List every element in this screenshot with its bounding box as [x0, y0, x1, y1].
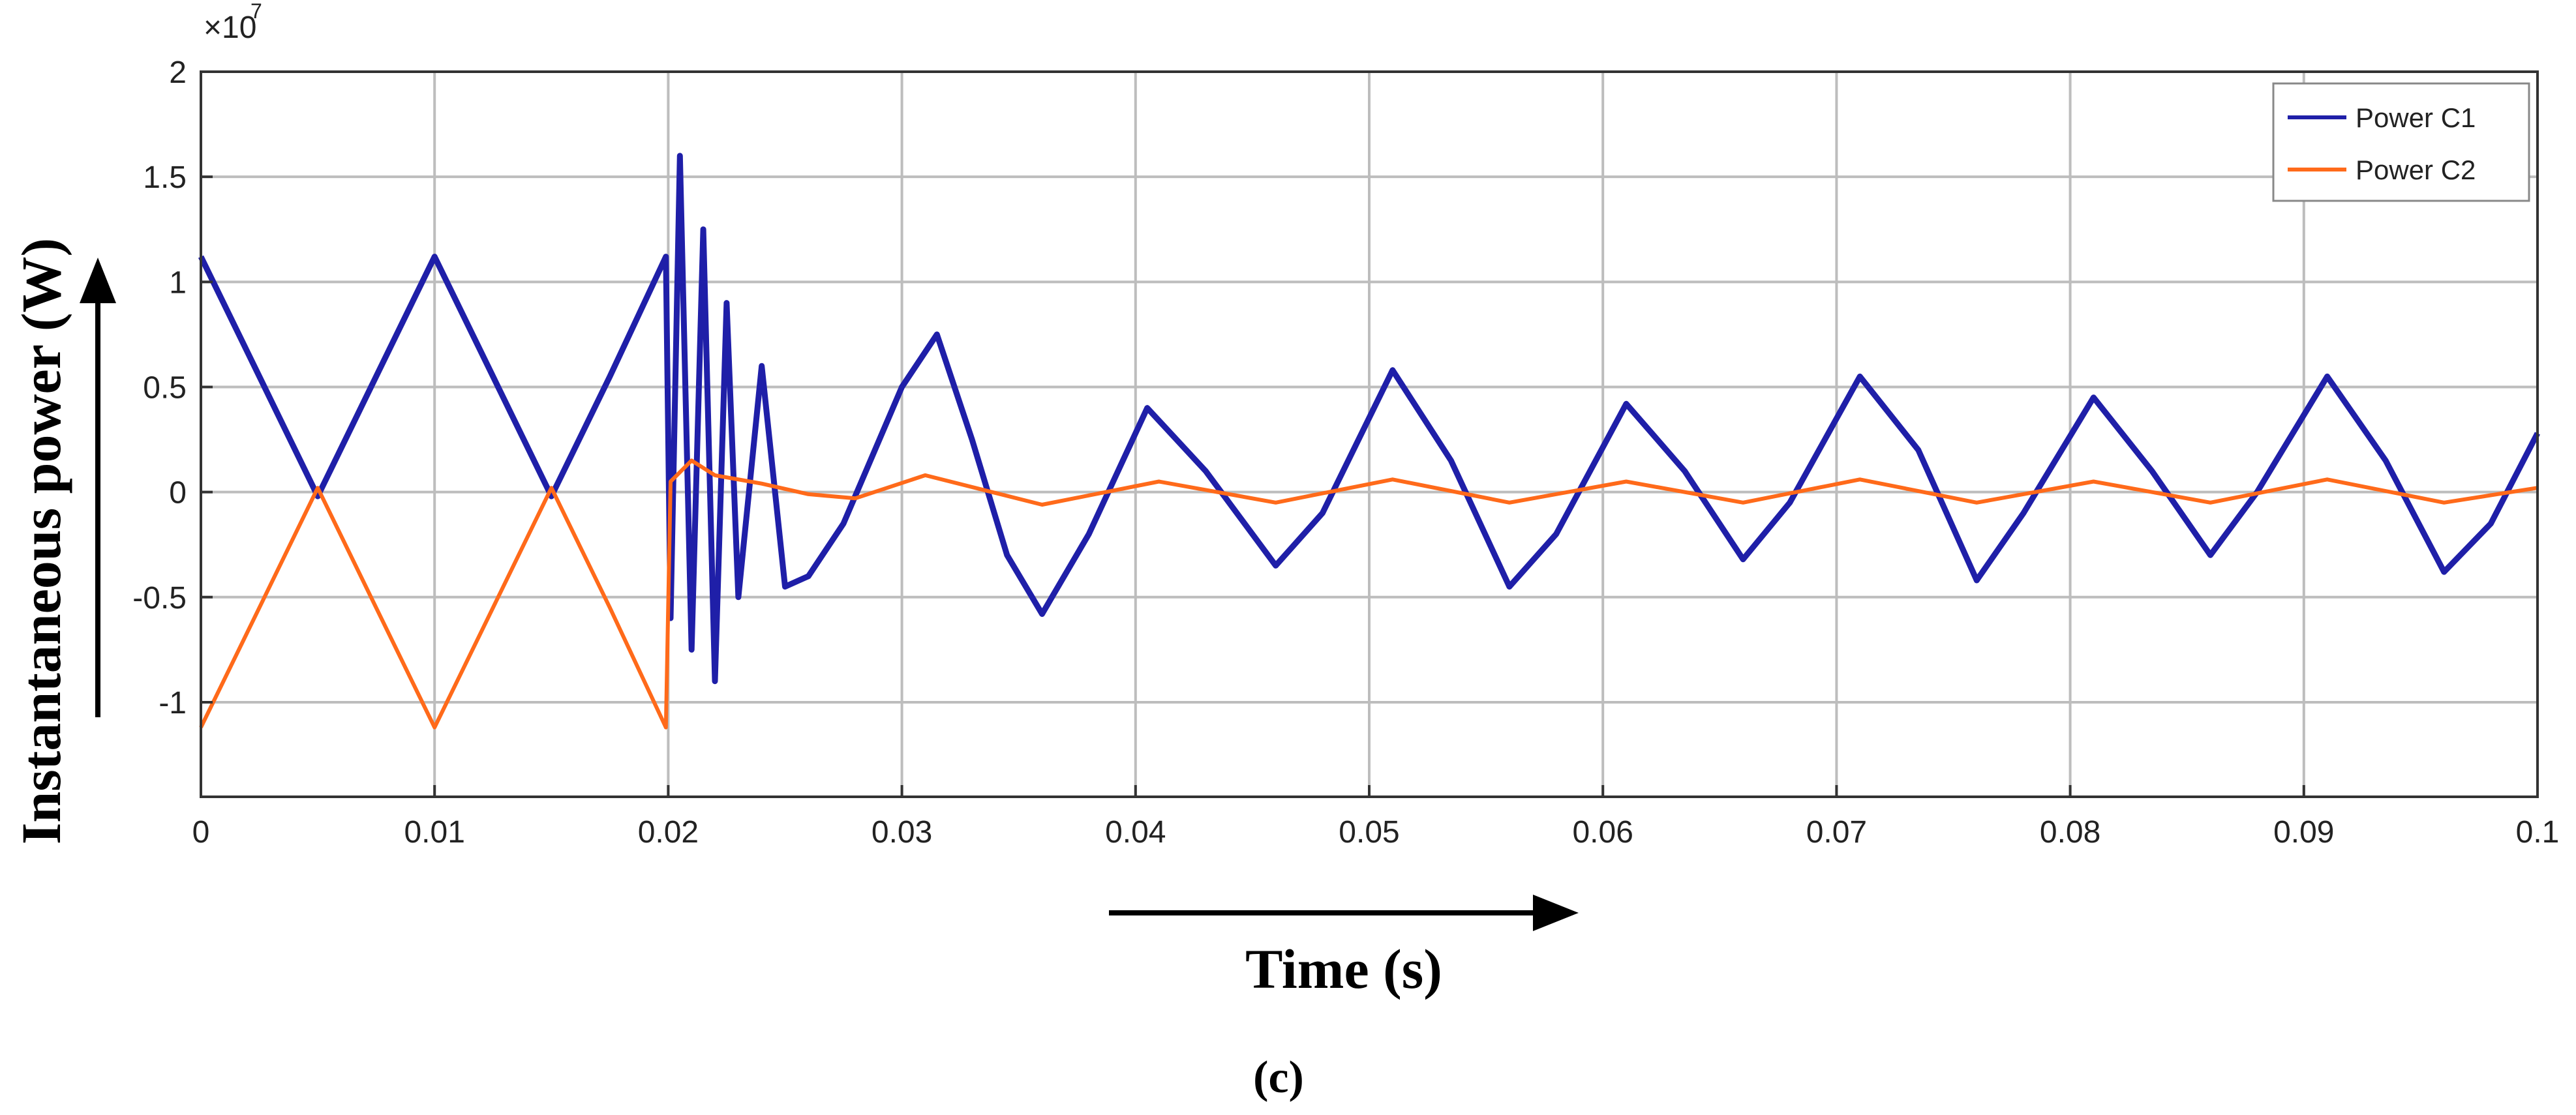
y-axis-label-group: Instantaneous power (W) — [10, 238, 116, 844]
x-tick-label: 0.05 — [1339, 815, 1399, 850]
y-tick-label: 0 — [169, 476, 187, 511]
x-tick-label: 0.02 — [638, 815, 699, 850]
x-axis-label-group: Time (s) — [1109, 895, 1579, 1000]
x-tick-label: 0.09 — [2273, 815, 2334, 850]
y-axis-label: Instantaneous power (W) — [10, 238, 72, 844]
legend: Power C1 Power C2 — [2272, 82, 2530, 202]
series-line-power-c2 — [199, 458, 2538, 730]
y-tick-label: 2 — [169, 55, 187, 90]
x-tick-label: 0.06 — [1572, 815, 1633, 850]
y-axis-exponent: ×10 — [204, 10, 256, 45]
y-axis-exponent-power: 7 — [250, 0, 262, 23]
y-axis-arrowhead — [80, 258, 116, 303]
x-tick-label: 0.07 — [1806, 815, 1867, 850]
series-layer — [198, 153, 2540, 730]
y-tick-label: -0.5 — [132, 581, 187, 616]
x-tick-label: 0.04 — [1105, 815, 1166, 850]
x-axis-arrowhead — [1533, 895, 1579, 931]
x-axis-label: Time (s) — [1245, 938, 1442, 1000]
legend-label-power-c2: Power C2 — [2356, 155, 2476, 185]
x-tick-label: 0.08 — [2040, 815, 2100, 850]
y-tick-label: 0.5 — [143, 370, 187, 405]
legend-label-power-c1: Power C1 — [2356, 102, 2476, 133]
figure-caption: (c) — [1253, 1052, 1304, 1103]
legend-box — [2272, 82, 2530, 202]
y-tick-label: 1.5 — [143, 160, 187, 195]
x-tick-label: 0.1 — [2516, 815, 2560, 850]
x-tick-label: 0 — [192, 815, 210, 850]
y-tick-label: 1 — [169, 265, 187, 300]
x-tick-label: 0.03 — [871, 815, 932, 850]
x-tick-label: 0.01 — [404, 815, 464, 850]
y-tick-label: -1 — [159, 686, 187, 721]
series-line-power-c1 — [198, 153, 2540, 685]
ticks: 0 0.01 0.02 0.03 0.04 0.05 0.06 0.07 0.08 0.09 0.1… — [132, 55, 2559, 850]
